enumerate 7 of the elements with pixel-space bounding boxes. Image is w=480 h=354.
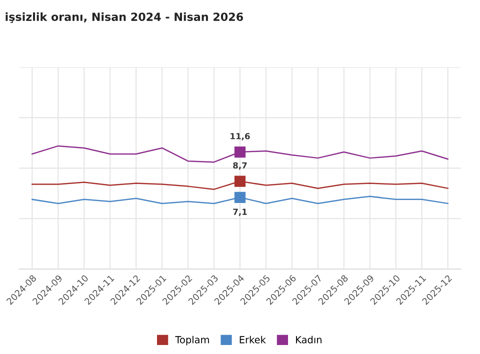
data-label: 11,6 xyxy=(230,132,250,140)
data-label: 7,1 xyxy=(233,208,247,216)
legend-label: Erkek xyxy=(240,336,266,344)
data-label: 8,7 xyxy=(233,162,247,170)
legend-label: Kadın xyxy=(296,336,322,344)
legend-label: Toplam xyxy=(175,336,209,346)
chart-title: işsizlik oranı, Nisan 2024 - Nisan 2026 xyxy=(6,12,243,24)
